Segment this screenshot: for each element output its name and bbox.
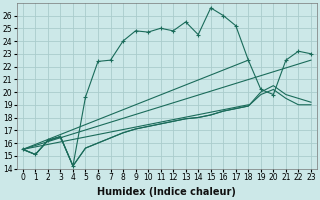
X-axis label: Humidex (Indice chaleur): Humidex (Indice chaleur) <box>98 187 236 197</box>
